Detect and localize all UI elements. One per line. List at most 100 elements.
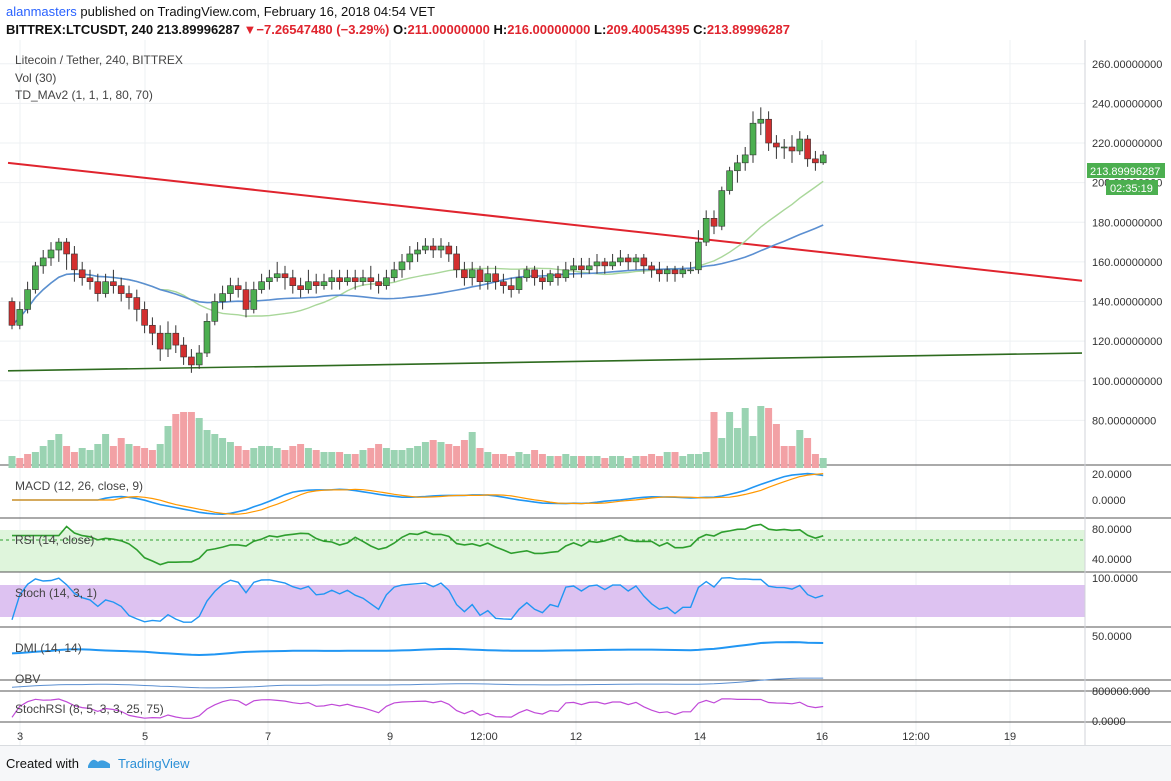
volume-bar bbox=[16, 458, 24, 468]
volume-bar bbox=[718, 438, 726, 468]
candle-body bbox=[266, 277, 273, 282]
volume-bar bbox=[359, 450, 367, 468]
pane-tick-label: 80.0000 bbox=[1092, 524, 1132, 536]
volume-bar bbox=[187, 412, 195, 468]
candle-body bbox=[133, 297, 141, 310]
candle-body bbox=[624, 257, 632, 263]
candle-body bbox=[804, 138, 811, 160]
candle-body bbox=[8, 301, 16, 326]
x-tick-label: 9 bbox=[387, 731, 393, 743]
open-label: O: bbox=[393, 22, 408, 37]
candle-body bbox=[710, 218, 718, 227]
candle-body bbox=[172, 332, 180, 346]
candle-body bbox=[195, 352, 203, 366]
pane-tick-label: 20.0000 bbox=[1092, 469, 1132, 481]
volume-bar bbox=[382, 448, 390, 468]
candle-body bbox=[757, 118, 765, 124]
y-tick-label: 160.00000000 bbox=[1092, 257, 1162, 269]
volume-bar bbox=[453, 446, 461, 468]
trendline-green bbox=[7, 352, 1083, 372]
author-link[interactable]: alanmasters bbox=[6, 4, 77, 19]
candle-body bbox=[156, 332, 164, 350]
candle-body bbox=[328, 277, 336, 282]
volume-bar bbox=[109, 446, 117, 468]
volume-bar bbox=[468, 432, 476, 468]
x-tick-label: 7 bbox=[265, 731, 271, 743]
candle-body bbox=[453, 253, 460, 271]
volume-bar bbox=[616, 456, 624, 468]
volume-bar bbox=[780, 446, 788, 468]
candle-body bbox=[250, 289, 258, 310]
volume-bar bbox=[694, 454, 702, 468]
volume-bar bbox=[31, 452, 39, 468]
candle-body bbox=[414, 249, 421, 255]
x-tick-label: 14 bbox=[694, 731, 706, 743]
volume-bar bbox=[156, 444, 164, 468]
y-tick-label: 140.00000000 bbox=[1092, 297, 1162, 309]
volume-bar bbox=[211, 434, 219, 468]
y-tick-label: 220.00000000 bbox=[1092, 138, 1162, 150]
volume-bar bbox=[226, 442, 234, 468]
legend: Litecoin / Tether, 240, BITTREX Vol (30)… bbox=[15, 53, 183, 716]
footer-made-with: Created with bbox=[6, 756, 79, 771]
volume-bar bbox=[593, 456, 601, 468]
legend-macd: MACD (12, 26, close, 9) bbox=[15, 479, 143, 493]
volume-bar bbox=[577, 456, 585, 468]
volume-bar bbox=[375, 444, 383, 468]
pane-tick-label: 100.0000 bbox=[1092, 573, 1138, 585]
candle-body bbox=[765, 118, 772, 144]
rsi-line bbox=[12, 523, 824, 566]
last-price: 213.89996287 bbox=[156, 22, 240, 37]
volume-bar bbox=[343, 454, 351, 468]
legend-stochrsi: StochRSI (8, 5, 3, 3, 25, 75) bbox=[15, 702, 164, 716]
volume-bar bbox=[687, 454, 695, 468]
candle-body bbox=[219, 293, 226, 302]
candle-body bbox=[562, 269, 570, 279]
x-tick-label: 12 bbox=[570, 731, 582, 743]
footer: Created with TradingView bbox=[0, 745, 1171, 781]
volume-bar bbox=[531, 450, 539, 468]
high-value: 216.00000000 bbox=[507, 22, 591, 37]
candle-body bbox=[726, 170, 733, 191]
candle-body bbox=[273, 273, 281, 279]
candle-body bbox=[695, 241, 702, 271]
volume-bar bbox=[492, 454, 500, 468]
volume-bar bbox=[507, 456, 515, 468]
candle-body bbox=[796, 138, 804, 152]
candle-body bbox=[429, 245, 437, 251]
pane-tick-label: 0.0000 bbox=[1092, 716, 1126, 728]
volume-bar bbox=[460, 440, 468, 468]
candle-body bbox=[468, 269, 476, 279]
dmi-line bbox=[11, 641, 824, 657]
volume-bar bbox=[445, 444, 453, 468]
volume-bar bbox=[406, 448, 414, 468]
candle-body bbox=[149, 324, 156, 334]
candle-body bbox=[227, 285, 234, 294]
volume-bar bbox=[765, 408, 773, 468]
macd-signal bbox=[12, 473, 824, 515]
footer-brand-link[interactable]: TradingView bbox=[118, 756, 190, 771]
candle-body bbox=[702, 218, 710, 243]
volume-bar bbox=[250, 448, 258, 468]
volume-bar bbox=[125, 444, 133, 468]
volume-bar bbox=[351, 454, 359, 468]
volume-bar bbox=[47, 440, 55, 468]
x-tick-label: 12:00 bbox=[902, 731, 930, 743]
candle-body bbox=[671, 269, 679, 275]
candle-body bbox=[336, 277, 343, 282]
candle-body bbox=[32, 265, 39, 290]
candle-body bbox=[492, 273, 499, 282]
price-chart[interactable]: 260.00000000240.00000000220.00000000200.… bbox=[0, 40, 1171, 745]
rsi-band bbox=[0, 530, 1085, 572]
volume-bar bbox=[570, 456, 578, 468]
x-tick-label: 12:00 bbox=[470, 731, 498, 743]
tradingview-logo-icon bbox=[88, 759, 110, 768]
volume-bar bbox=[640, 456, 648, 468]
legend-obv: OBV bbox=[15, 672, 40, 686]
stoch-k bbox=[11, 576, 824, 623]
candle-body bbox=[531, 269, 538, 279]
candle-body bbox=[507, 285, 515, 290]
y-tick-label: 260.00000000 bbox=[1092, 59, 1162, 71]
candle-body bbox=[593, 261, 601, 267]
symbol-label: BITTREX:LTCUSDT, 240 bbox=[6, 22, 154, 37]
